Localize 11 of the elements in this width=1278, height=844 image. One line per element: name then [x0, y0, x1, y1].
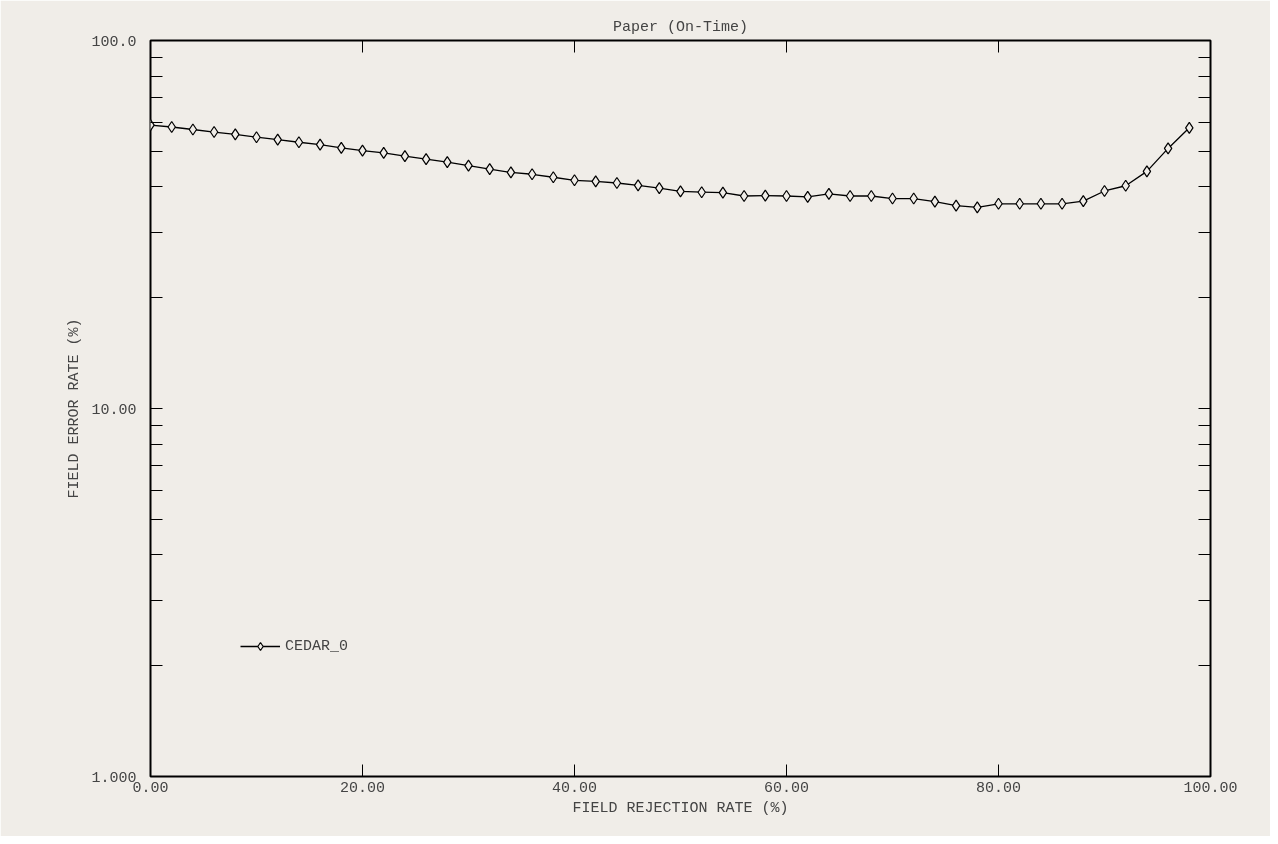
y-tick-label: 100.0 [91, 33, 137, 51]
y-axis-title: FIELD ERROR RATE (%) [66, 318, 84, 499]
x-axis-title: FIELD REJECTION RATE (%) [572, 799, 789, 817]
x-tick-label: 100.00 [1183, 779, 1238, 797]
x-tick-label: 60.00 [764, 779, 810, 797]
y-tick-label: 10.00 [91, 401, 137, 419]
chart-title: Paper (On-Time) [612, 18, 749, 36]
x-tick-label: 40.00 [552, 779, 598, 797]
x-tick-label: 20.00 [340, 779, 386, 797]
x-tick-label: 80.00 [976, 779, 1022, 797]
legend-label: CEDAR_0 [285, 637, 349, 655]
